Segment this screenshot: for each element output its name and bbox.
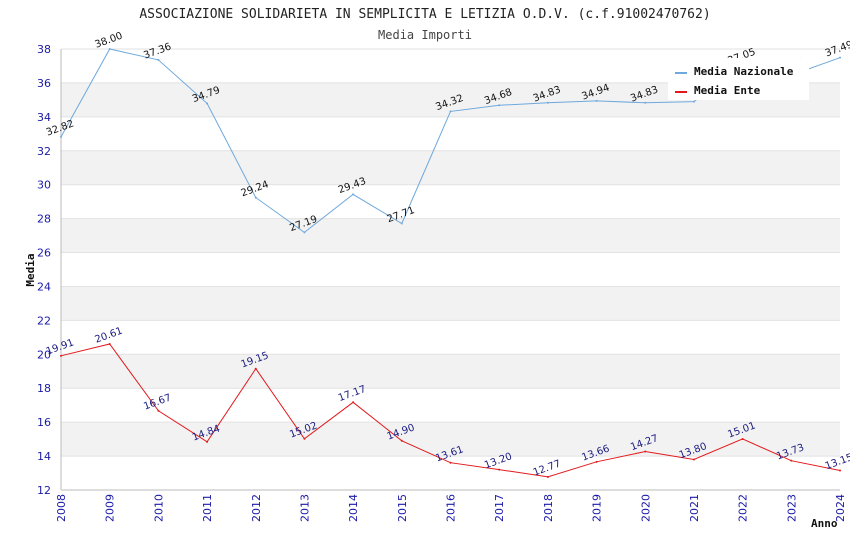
data-point [254, 196, 257, 199]
grid-lines [61, 48, 840, 491]
data-point [546, 475, 549, 478]
y-tick-label: 28 [37, 213, 51, 226]
data-point [352, 193, 355, 196]
x-tick-label: 2008 [55, 494, 68, 522]
x-axis-label: Anno [811, 517, 838, 530]
y-tick-label: 14 [37, 450, 51, 463]
x-tick-label: 2024 [834, 494, 847, 522]
y-tick-label: 38 [37, 43, 51, 56]
data-point [108, 342, 111, 345]
x-tick-labels: 2008 2009 2010 2011 2012 2013 2014 2015 2016 2017… [55, 494, 847, 522]
data-point [303, 231, 306, 234]
y-tick-label: 22 [37, 314, 51, 327]
data-point [157, 58, 160, 61]
x-tick-label: 2020 [639, 494, 652, 522]
y-tick-label: 24 [37, 280, 51, 293]
data-point [595, 460, 598, 463]
data-point [449, 461, 452, 464]
x-tick-label: 2023 [785, 494, 798, 522]
data-point [692, 100, 695, 103]
data-point [400, 439, 403, 442]
data-point [157, 409, 160, 412]
data-point [692, 458, 695, 461]
y-tick-label: 12 [37, 484, 51, 497]
grid-band [61, 150, 840, 185]
data-point [60, 354, 62, 357]
legend: Media Nazionale Media Ente [668, 58, 809, 100]
x-tick-label: 2011 [201, 494, 214, 522]
data-point [206, 440, 209, 443]
grid-band [61, 422, 840, 457]
x-tick-label: 2012 [250, 494, 263, 522]
x-tick-label: 2021 [688, 494, 701, 522]
x-tick-label: 2019 [591, 494, 604, 522]
x-tick-label: 2013 [298, 494, 311, 522]
legend-label-media-ente: Media Ente [694, 84, 761, 97]
x-tick-label: 2010 [152, 494, 165, 522]
grid-bands [61, 82, 840, 457]
data-point [839, 469, 841, 472]
data-point [449, 110, 452, 113]
data-label: 38.00 [94, 31, 125, 51]
x-tick-label: 2016 [445, 494, 458, 522]
data-point [400, 222, 403, 225]
data-point [741, 437, 744, 440]
data-point [206, 102, 209, 105]
data-point [498, 104, 501, 107]
y-tick-label: 18 [37, 382, 51, 395]
x-tick-label: 2014 [347, 494, 360, 522]
x-tick-label: 2015 [396, 494, 409, 522]
chart-title: ASSOCIAZIONE SOLIDARIETA IN SEMPLICITA E… [139, 7, 710, 22]
data-label: 12.77 [532, 458, 563, 478]
data-point [108, 48, 111, 50]
grid-band [61, 286, 840, 321]
y-tick-label: 16 [37, 416, 51, 429]
data-point [790, 459, 793, 462]
x-tick-label: 2022 [737, 494, 750, 522]
y-tick-label: 36 [37, 77, 51, 90]
legend-box [668, 58, 809, 100]
data-point [352, 401, 355, 404]
y-tick-labels: 12 14 16 18 20 22 24 26 28 30 32 34 36 38 [37, 43, 51, 497]
data-point [839, 56, 841, 59]
data-point [546, 101, 549, 104]
data-label: 20.61 [94, 326, 125, 346]
grid-band [61, 218, 840, 253]
data-point [644, 101, 647, 104]
x-tick-label: 2009 [104, 494, 117, 522]
y-tick-label: 34 [37, 111, 51, 124]
x-tick-label: 2017 [493, 494, 506, 522]
grid-band [61, 354, 840, 389]
data-point [595, 99, 598, 102]
y-tick-label: 26 [37, 247, 51, 260]
y-axis-label: Media [24, 253, 37, 286]
data-label: 37.49 [824, 39, 850, 59]
y-tick-label: 20 [37, 348, 51, 361]
data-point [254, 367, 257, 370]
legend-label-media-nazionale: Media Nazionale [694, 65, 794, 78]
data-label: 37.36 [142, 41, 173, 61]
data-point [60, 135, 62, 138]
data-point [498, 468, 501, 471]
y-tick-label: 32 [37, 145, 51, 158]
data-point [644, 450, 647, 453]
chart-subtitle: Media Importi [378, 28, 472, 42]
x-tick-label: 2018 [542, 494, 555, 522]
y-tick-label: 30 [37, 179, 51, 192]
data-point [303, 437, 306, 440]
